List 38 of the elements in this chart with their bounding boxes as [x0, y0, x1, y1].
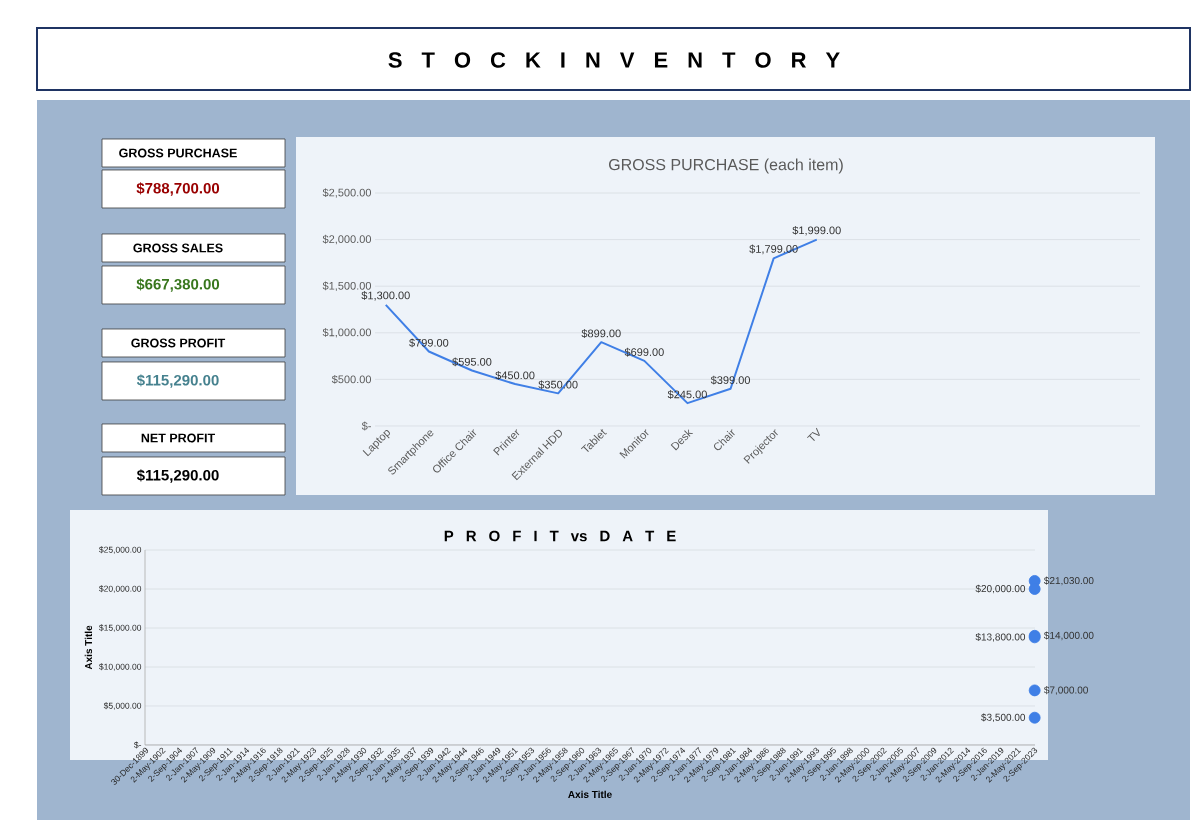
y-tick-label: $20,000.00	[99, 585, 142, 593]
data-label: $699.00	[624, 347, 664, 357]
data-label: $3,500.00	[981, 713, 1026, 723]
y-tick-label: $5,000.00	[103, 702, 142, 710]
data-label: $7,000.00	[1043, 686, 1088, 695]
text: GROSS SALES	[133, 243, 223, 253]
text: $115,290.00	[136, 469, 219, 483]
y-axis-title: Axis Title	[84, 625, 93, 670]
data-label: $1,300.00	[361, 291, 410, 301]
data-label: $14,000.00	[1043, 631, 1094, 641]
text: $788,700.00	[136, 182, 220, 196]
data-label: $21,030.00	[1043, 576, 1094, 586]
y-tick-label: $-	[134, 741, 142, 749]
data-label: $595.00	[452, 357, 492, 367]
data-label: $899.00	[581, 329, 621, 339]
text: GROSS PURCHASE	[119, 148, 237, 158]
y-tick-label: $-	[361, 421, 371, 431]
data-label: $1,999.00	[792, 225, 841, 236]
y-tick-label: $15,000.00	[99, 624, 142, 632]
data-label: $20,000.00	[975, 584, 1026, 594]
text: NET PROFIT	[141, 433, 216, 443]
y-tick-label: $1,500.00	[322, 281, 372, 291]
chart-title: P R O F I T vs D A T E	[444, 530, 676, 542]
y-tick-label: $10,000.00	[99, 663, 142, 671]
text: S T O C K I N V E N T O R Y	[388, 52, 840, 68]
y-tick-label: $1,000.00	[322, 328, 372, 338]
data-label: $13,800.00	[975, 633, 1026, 642]
data-label: $450.00	[495, 370, 535, 380]
text: $115,290.00	[136, 374, 219, 388]
y-tick-label: $2,500.00	[322, 188, 372, 198]
chart-title: GROSS PURCHASE (each item)	[609, 158, 843, 174]
text: $667,380.00	[136, 278, 220, 292]
y-tick-label: $2,000.00	[322, 234, 372, 245]
y-tick-label: $500.00	[331, 374, 372, 384]
x-tick-label: TV	[807, 427, 820, 441]
x-axis-title: Axis Title	[568, 790, 612, 798]
y-tick-label: $25,000.00	[99, 546, 142, 554]
text: GROSS PROFIT	[131, 338, 226, 348]
